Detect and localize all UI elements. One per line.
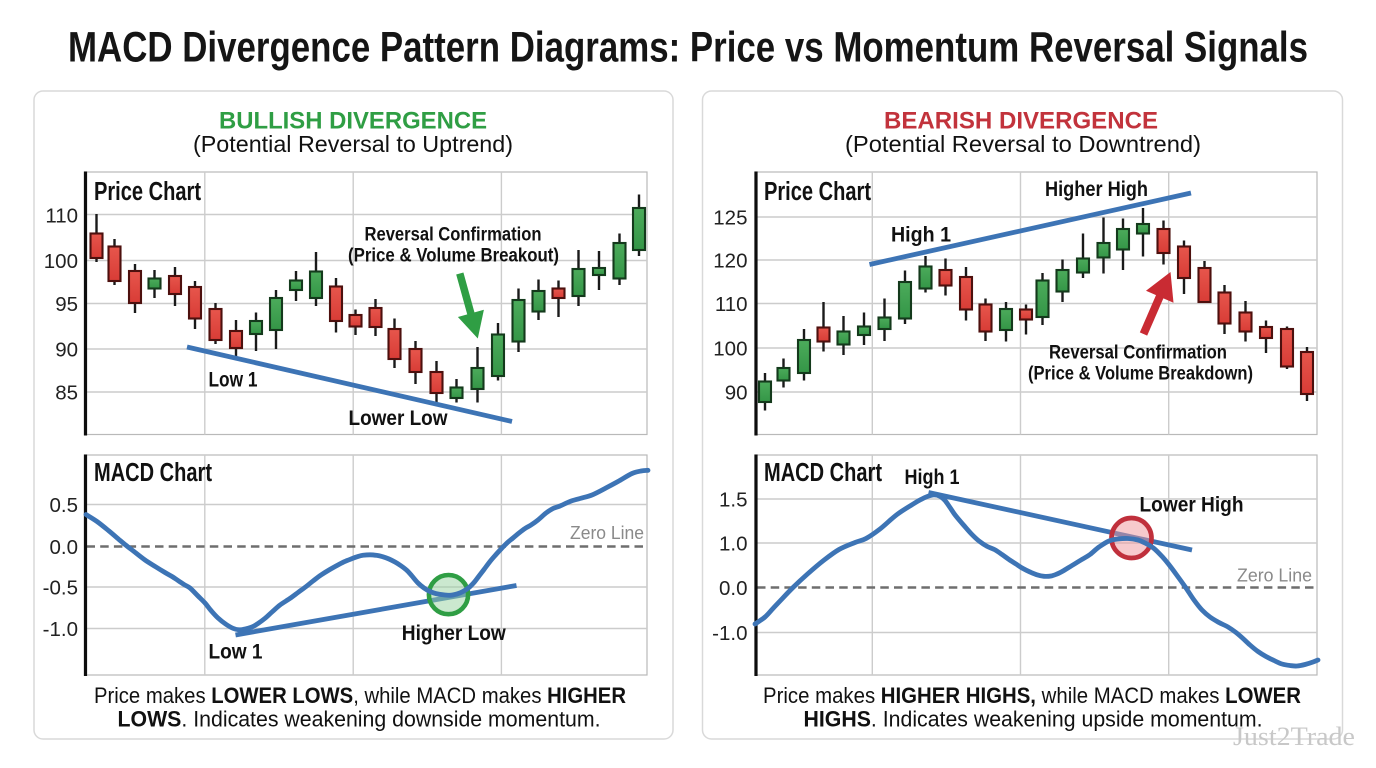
svg-text:Higher Low: Higher Low: [402, 622, 507, 645]
svg-text:MACD Chart: MACD Chart: [94, 459, 212, 487]
svg-text:MACD Divergence Pattern Diagra: MACD Divergence Pattern Diagrams: Price …: [68, 24, 1308, 72]
svg-text:110: 110: [715, 293, 748, 316]
svg-text:Reversal Confirmation: Reversal Confirmation: [1049, 342, 1227, 364]
svg-text:HIGHS. Indicates weakening ups: HIGHS. Indicates weakening upside moment…: [804, 706, 1263, 731]
svg-text:Lower High: Lower High: [1140, 494, 1244, 517]
svg-text:Price Chart: Price Chart: [94, 178, 201, 206]
svg-text:LOWS. Indicates weakening down: LOWS. Indicates weakening downside momen…: [118, 706, 601, 731]
svg-text:0.0: 0.0: [719, 577, 748, 600]
svg-text:Low 1: Low 1: [209, 641, 263, 664]
svg-text:95: 95: [55, 293, 78, 316]
svg-text:-1.0: -1.0: [712, 622, 747, 645]
svg-text:Low 1: Low 1: [209, 369, 258, 392]
svg-text:125: 125: [713, 206, 747, 229]
svg-text:120: 120: [713, 249, 747, 272]
svg-text:(Potential Reversal to Uptrend: (Potential Reversal to Uptrend): [193, 131, 513, 157]
svg-text:BULLISH DIVERGENCE: BULLISH DIVERGENCE: [219, 108, 487, 135]
svg-text:0.0: 0.0: [50, 536, 79, 559]
svg-text:(Potential Reversal to Downtre: (Potential Reversal to Downtrend): [845, 131, 1201, 157]
svg-text:Zero Line: Zero Line: [1237, 565, 1312, 586]
svg-text:0.5: 0.5: [50, 494, 79, 517]
svg-text:85: 85: [55, 381, 78, 404]
svg-text:(Price & Volume Breakout): (Price & Volume Breakout): [348, 245, 559, 267]
svg-text:90: 90: [725, 381, 748, 404]
svg-text:BEARISH DIVERGENCE: BEARISH DIVERGENCE: [884, 108, 1158, 135]
svg-text:1.0: 1.0: [719, 532, 748, 555]
svg-text:Reversal Confirmation: Reversal Confirmation: [365, 224, 542, 246]
svg-text:110: 110: [45, 204, 78, 227]
svg-text:-1.0: -1.0: [43, 618, 78, 641]
svg-text:90: 90: [55, 338, 78, 361]
svg-text:100: 100: [713, 337, 747, 360]
svg-text:MACD Chart: MACD Chart: [764, 459, 882, 487]
svg-text:100: 100: [44, 250, 78, 273]
svg-text:Price makes LOWER LOWS, while: Price makes LOWER LOWS, while MACD makes…: [94, 683, 626, 708]
svg-text:(Price & Volume Breakdown): (Price & Volume Breakdown): [1028, 363, 1253, 385]
svg-text:High 1: High 1: [891, 224, 951, 247]
svg-text:Price Chart: Price Chart: [764, 178, 871, 206]
svg-text:High 1: High 1: [905, 466, 960, 489]
svg-text:Lower Low: Lower Low: [349, 407, 449, 430]
svg-text:Higher High: Higher High: [1045, 178, 1148, 201]
svg-text:-0.5: -0.5: [43, 576, 78, 599]
svg-text:Price makes HIGHER HIGHS, whil: Price makes HIGHER HIGHS, while MACD mak…: [763, 683, 1301, 708]
svg-text:Just2Trade: Just2Trade: [1233, 722, 1355, 751]
svg-text:Zero Line: Zero Line: [570, 522, 644, 543]
svg-text:1.5: 1.5: [719, 488, 748, 511]
